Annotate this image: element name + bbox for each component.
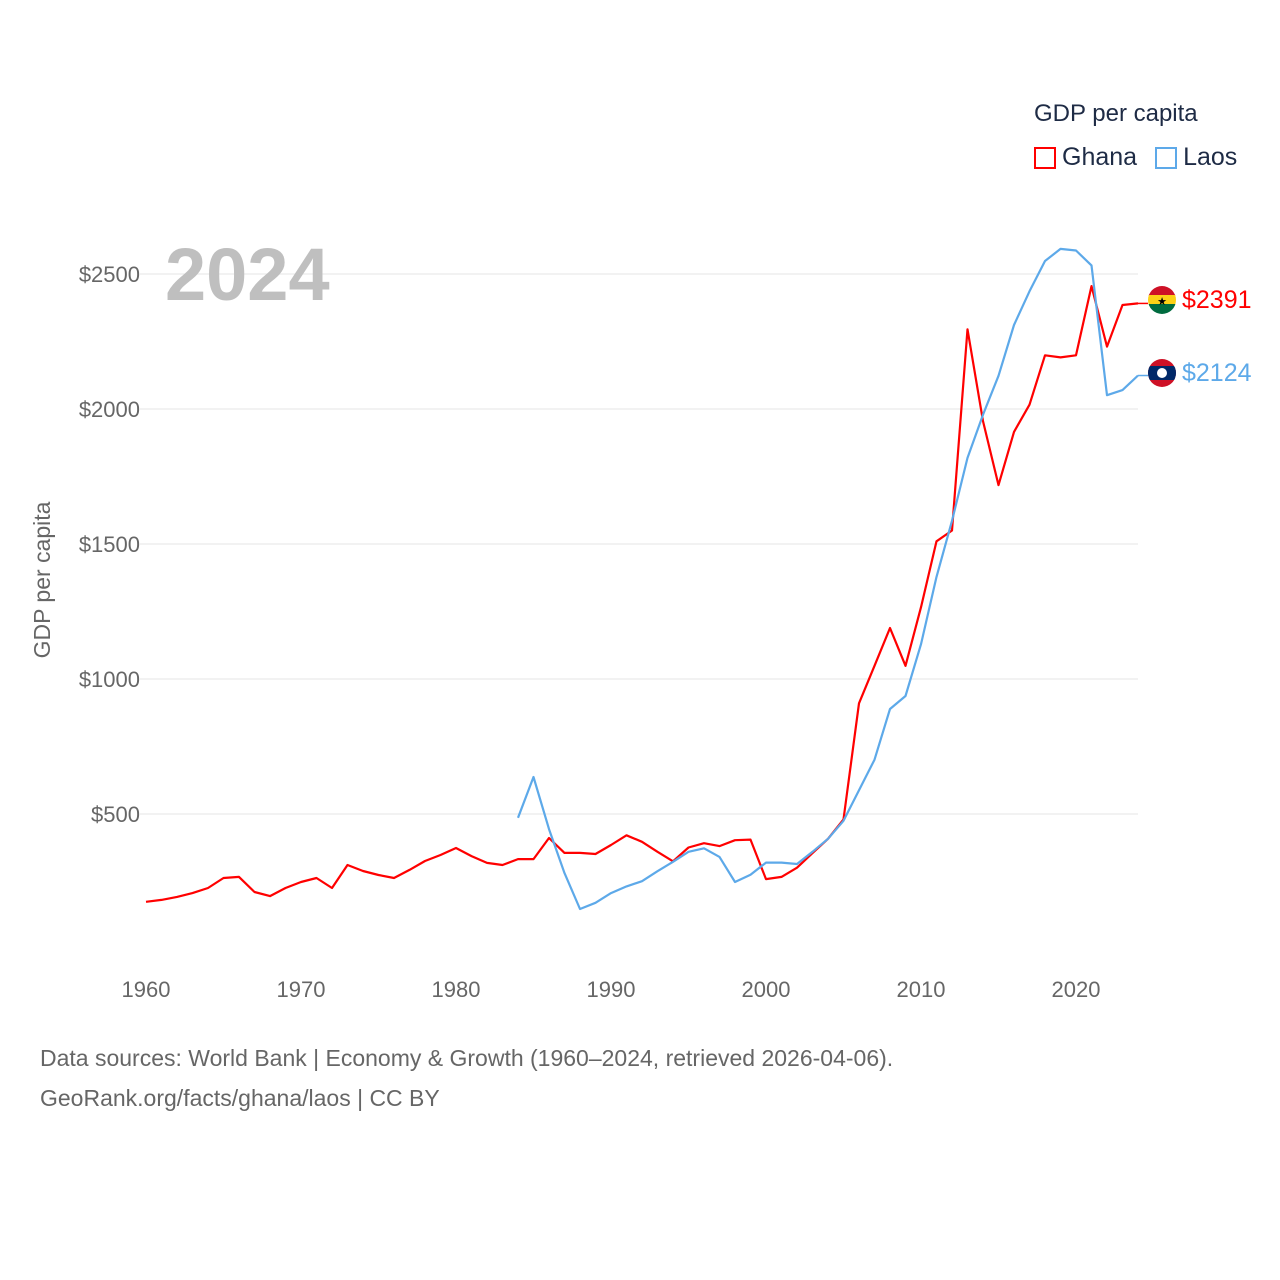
y-tick-label: $1500 <box>79 532 140 557</box>
footer-link[interactable]: GeoRank.org/facts/ghana/laos | CC BY <box>40 1085 440 1111</box>
series-line-laos <box>516 247 1139 911</box>
series-line-ghana <box>145 285 1139 903</box>
y-tick-label: $2000 <box>79 397 140 422</box>
legend-item-ghana[interactable]: Ghana <box>1034 143 1137 172</box>
y-tick-label: $1000 <box>79 667 140 692</box>
legend-label-ghana: Ghana <box>1062 143 1138 171</box>
laos-end-label: $2124 <box>1182 359 1252 387</box>
x-tick-label: 2000 <box>742 977 791 1002</box>
x-tick-label: 1990 <box>587 977 636 1002</box>
y-tick-label: $500 <box>91 802 140 827</box>
legend-label-laos: Laos <box>1183 143 1238 171</box>
y-axis-label: GDP per capita <box>29 501 55 658</box>
legend-swatch-laos <box>1155 146 1178 169</box>
legend: Ghana Laos <box>1034 143 1237 172</box>
x-tick-label: 1970 <box>277 977 326 1002</box>
legend-swatch-ghana <box>1034 146 1056 169</box>
x-tick-label: 2010 <box>897 977 946 1002</box>
footer-sources: Data sources: World Bank | Economy & Gro… <box>40 1045 894 1071</box>
svg-text:★: ★ <box>1157 295 1167 308</box>
legend-title: GDP per capita <box>1034 100 1198 127</box>
y-tick-label: $2500 <box>79 262 140 287</box>
ghana-end-label: $2391 <box>1182 286 1252 314</box>
x-tick-label: 1960 <box>122 977 171 1002</box>
x-tick-label: 2020 <box>1052 977 1101 1002</box>
year-watermark: 2024 <box>165 233 330 316</box>
laos-flag-icon <box>1148 359 1176 387</box>
legend-item-laos[interactable]: Laos <box>1155 143 1237 172</box>
x-tick-label: 1980 <box>432 977 481 1002</box>
ghana-flag-icon: ★ <box>1148 286 1176 314</box>
